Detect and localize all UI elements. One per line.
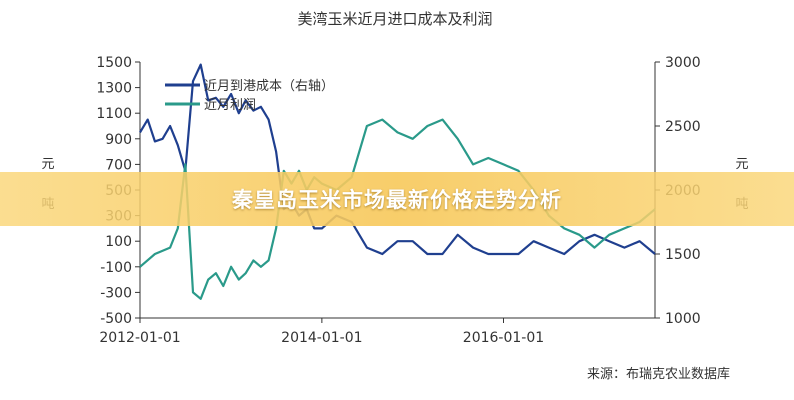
x-tick-label: 2014-01-01 bbox=[281, 330, 362, 346]
legend-label: 近月利润 bbox=[204, 98, 256, 113]
left-tick-label: 900 bbox=[105, 132, 132, 148]
banner-title: 秦皇岛玉米市场最新价格走势分析 bbox=[232, 188, 562, 212]
left-tick-label: 1500 bbox=[96, 55, 132, 71]
left-tick-label: 100 bbox=[105, 234, 132, 250]
x-tick-label: 2016-01-01 bbox=[463, 330, 544, 346]
x-tick-label: 2012-01-01 bbox=[99, 330, 180, 346]
left-tick-label: -300 bbox=[100, 285, 132, 301]
chart-title: 美湾玉米近月进口成本及利润 bbox=[297, 10, 492, 28]
right-tick-label: 1000 bbox=[665, 311, 701, 327]
legend-label: 近月到港成本（右轴） bbox=[204, 79, 334, 94]
chart-legend: 近月到港成本（右轴） 近月利润 bbox=[165, 79, 334, 113]
left-tick-label: 700 bbox=[105, 157, 132, 173]
left-tick-label: -500 bbox=[100, 311, 132, 327]
title-banner: 秦皇岛玉米市场最新价格走势分析 bbox=[0, 172, 794, 226]
series-line-0 bbox=[139, 63, 656, 256]
left-tick-label: 1300 bbox=[96, 81, 132, 97]
right-tick-label: 3000 bbox=[665, 55, 701, 71]
left-tick-label: -100 bbox=[100, 260, 132, 276]
right-tick-label: 2500 bbox=[665, 119, 701, 135]
right-tick-label: 1500 bbox=[665, 247, 701, 263]
source-note: 来源：布瑞克农业数据库 bbox=[587, 366, 730, 382]
left-tick-label: 1100 bbox=[96, 106, 132, 122]
